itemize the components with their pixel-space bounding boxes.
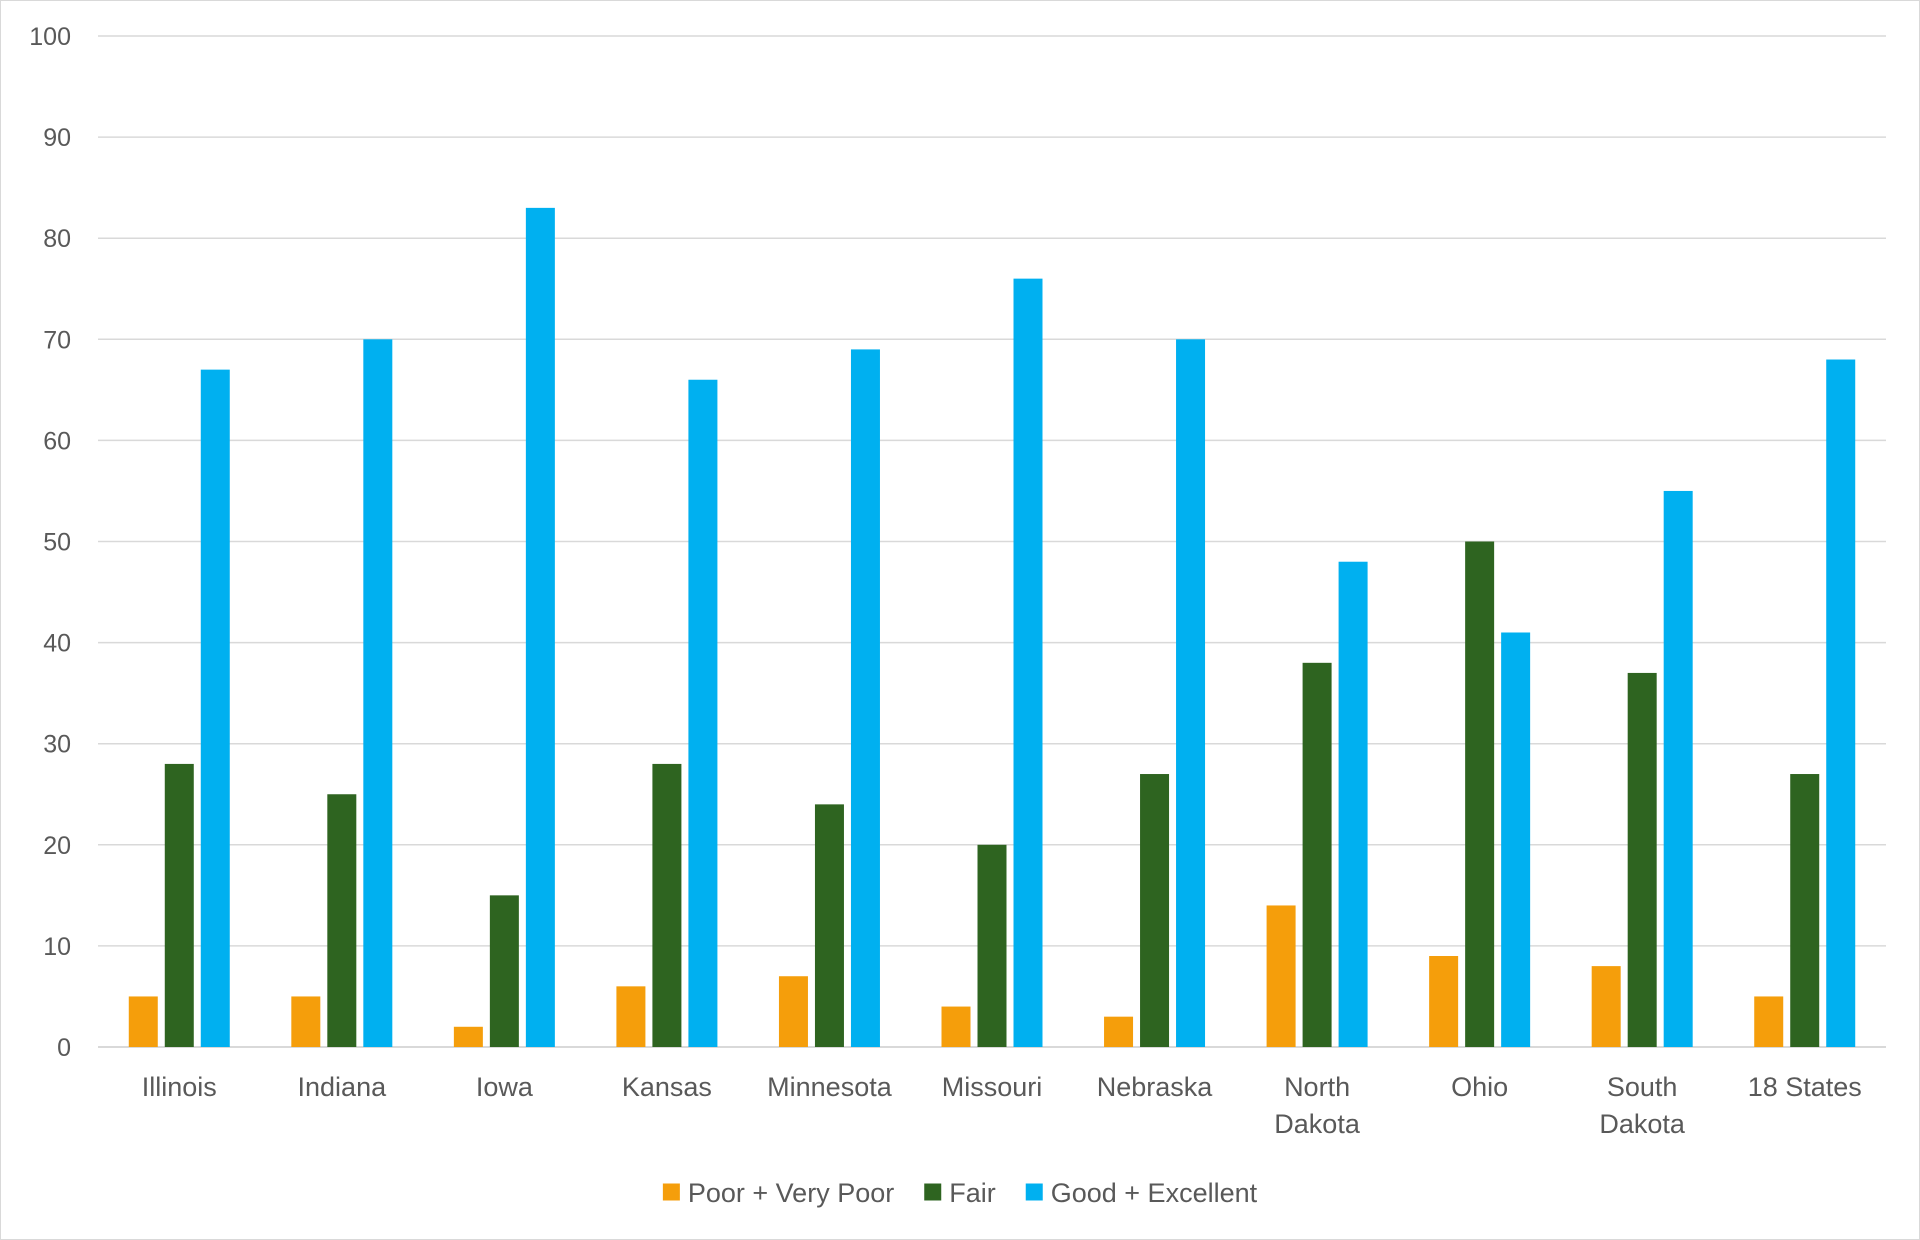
x-category-label-nebraska: Nebraska (1097, 1072, 1214, 1102)
bar-nebraska-fair (1140, 774, 1170, 1047)
x-category-label-indiana: Indiana (298, 1072, 388, 1102)
bar-18-states-good-excellent (1826, 359, 1856, 1047)
bars (128, 207, 1856, 1047)
legend-label-fair: Fair (949, 1178, 996, 1208)
legend-label-poor-very-poor: Poor + Very Poor (688, 1178, 894, 1208)
y-tick-label-100: 100 (29, 23, 71, 51)
bar-ohio-poor-very-poor (1429, 956, 1459, 1047)
bar-north-dakota-good-excellent (1338, 561, 1368, 1047)
bar-missouri-poor-very-poor (941, 1006, 971, 1047)
legend-label-good-excellent: Good + Excellent (1051, 1178, 1258, 1208)
x-category-label-missouri: Missouri (942, 1072, 1043, 1102)
bar-indiana-good-excellent (363, 339, 393, 1047)
bar-nebraska-good-excellent (1176, 339, 1206, 1047)
y-tick-label-20: 20 (43, 832, 71, 860)
legend-swatch-poor-very-poor (662, 1183, 680, 1201)
bar-illinois-poor-very-poor (128, 996, 158, 1047)
gridlines (98, 35, 1886, 1048)
y-tick-label-90: 90 (43, 124, 71, 152)
y-axis-tick-labels: 0 10 20 30 40 50 60 70 80 90 100 (29, 23, 71, 1062)
bar-minnesota-good-excellent (850, 349, 880, 1047)
legend-swatch-good-excellent (1025, 1183, 1043, 1201)
bar-missouri-good-excellent (1013, 278, 1043, 1047)
bar-kansas-poor-very-poor (616, 986, 646, 1047)
x-category-label-south-dakota-line-1: South (1607, 1072, 1678, 1102)
x-category-label-minnesota: Minnesota (767, 1072, 893, 1102)
bar-iowa-good-excellent (525, 207, 555, 1047)
bar-north-dakota-fair (1302, 662, 1332, 1047)
bar-iowa-fair (489, 895, 519, 1047)
bar-indiana-fair (327, 794, 357, 1047)
x-category-label-north-dakota-line-1: North (1284, 1072, 1350, 1102)
x-category-label-ohio: Ohio (1451, 1072, 1508, 1102)
bar-south-dakota-poor-very-poor (1591, 966, 1621, 1047)
bar-kansas-good-excellent (688, 379, 718, 1047)
bar-kansas-fair (652, 763, 682, 1047)
y-tick-label-40: 40 (43, 630, 71, 658)
bar-illinois-fair (164, 763, 194, 1047)
legend-swatch-fair (924, 1183, 942, 1201)
x-category-label-north-dakota-line-2: Dakota (1274, 1109, 1361, 1139)
y-tick-label-80: 80 (43, 225, 71, 253)
bar-ohio-fair (1465, 541, 1495, 1047)
y-tick-label-30: 30 (43, 731, 71, 759)
legend: Poor + Very Poor Fair Good + Excellent (662, 1178, 1258, 1208)
bar-south-dakota-fair (1627, 672, 1657, 1047)
bar-iowa-poor-very-poor (453, 1026, 483, 1047)
bar-minnesota-fair (814, 804, 844, 1047)
y-tick-label-0: 0 (57, 1034, 71, 1062)
bar-ohio-good-excellent (1501, 632, 1531, 1047)
y-tick-label-50: 50 (43, 529, 71, 557)
bar-indiana-poor-very-poor (291, 996, 321, 1047)
bar-nebraska-poor-very-poor (1104, 1016, 1134, 1047)
bar-missouri-fair (977, 844, 1007, 1047)
x-axis-category-labels: Illinois Indiana Iowa Kansas Minnesota Missou… (142, 1072, 1862, 1139)
y-tick-label-10: 10 (43, 933, 71, 961)
bar-north-dakota-poor-very-poor (1266, 905, 1296, 1047)
bar-illinois-good-excellent (200, 369, 230, 1047)
bar-south-dakota-good-excellent (1663, 490, 1693, 1047)
bar-18-states-fair (1790, 774, 1820, 1047)
y-tick-label-60: 60 (43, 427, 71, 455)
bar-minnesota-poor-very-poor (778, 976, 808, 1047)
y-tick-label-70: 70 (43, 326, 71, 354)
x-category-label-kansas: Kansas (622, 1072, 712, 1102)
x-category-label-18-states: 18 States (1748, 1072, 1862, 1102)
x-category-label-south-dakota-line-2: Dakota (1599, 1109, 1686, 1139)
x-category-label-iowa: Iowa (476, 1072, 534, 1102)
bar-18-states-poor-very-poor (1754, 996, 1784, 1047)
x-category-label-illinois: Illinois (142, 1072, 217, 1102)
